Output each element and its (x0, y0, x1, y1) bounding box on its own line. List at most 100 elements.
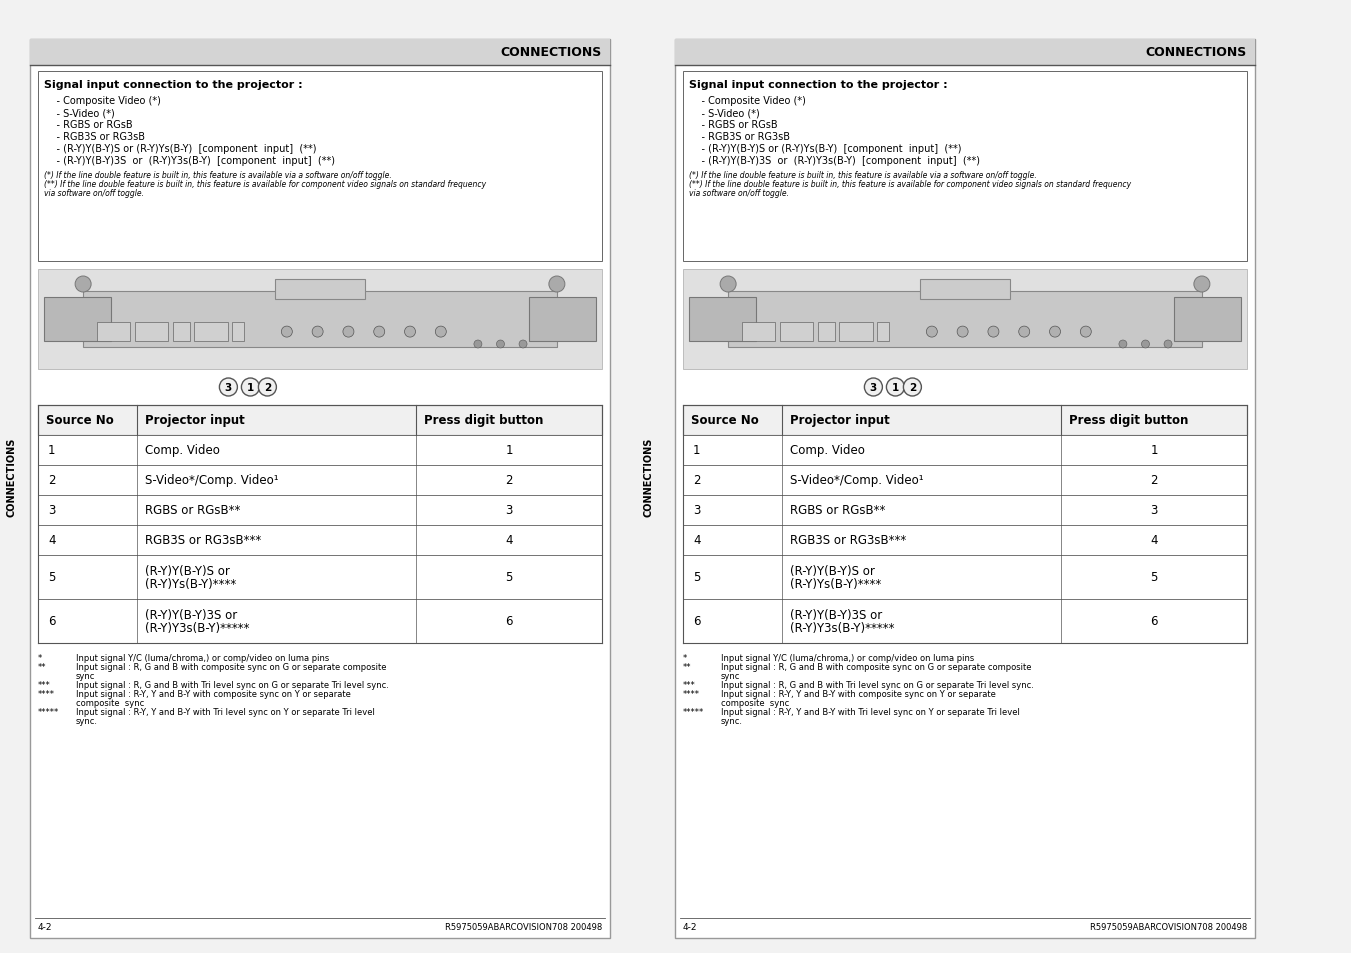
Text: 1: 1 (693, 444, 701, 457)
Bar (742, 322, 775, 342)
Circle shape (1019, 327, 1029, 337)
Text: Input signal : R-Y, Y and B-Y with Tri level sync on Y or separate Tri level: Input signal : R-Y, Y and B-Y with Tri l… (721, 707, 1020, 717)
Bar (38, 406, 603, 436)
Text: ****: **** (38, 689, 55, 699)
Bar (195, 322, 227, 342)
Text: - RGBS or RGsB: - RGBS or RGsB (689, 120, 778, 130)
Text: 2: 2 (693, 474, 701, 487)
Text: sync.: sync. (721, 717, 743, 725)
Text: 3: 3 (870, 382, 877, 393)
Bar (43, 297, 111, 341)
Bar (38, 599, 603, 643)
Circle shape (258, 378, 277, 396)
Bar (30, 40, 611, 938)
Text: *: * (684, 654, 688, 662)
Bar (689, 297, 757, 341)
Text: Projector input: Projector input (790, 414, 889, 427)
Text: 4: 4 (505, 534, 512, 547)
Text: - (R-Y)Y(B-Y)S or (R-Y)Ys(B-Y)  [component  input]  (**): - (R-Y)Y(B-Y)S or (R-Y)Ys(B-Y) [componen… (689, 144, 962, 153)
Text: CONNECTIONS: CONNECTIONS (1146, 47, 1247, 59)
Text: 3: 3 (49, 504, 55, 517)
Text: 4: 4 (1150, 534, 1158, 547)
Circle shape (281, 327, 292, 337)
Bar (38, 436, 603, 465)
Text: Press digit button: Press digit button (1069, 414, 1189, 427)
Text: 5: 5 (505, 571, 512, 584)
Text: Signal input connection to the projector :: Signal input connection to the projector… (689, 80, 947, 90)
Bar (1174, 297, 1242, 341)
Circle shape (549, 276, 565, 293)
Text: Signal input connection to the projector :: Signal input connection to the projector… (45, 80, 303, 90)
Text: Source No: Source No (46, 414, 113, 427)
Circle shape (904, 378, 921, 396)
Text: - RGB3S or RG3sB: - RGB3S or RG3sB (45, 132, 145, 142)
Text: 2: 2 (49, 474, 55, 487)
Text: sync: sync (76, 671, 96, 680)
Bar (684, 525, 1247, 556)
Text: (R-Y)Ys(B-Y)****: (R-Y)Ys(B-Y)**** (790, 578, 881, 590)
Text: 1: 1 (505, 444, 512, 457)
Text: (R-Y)Y3s(B-Y)*****: (R-Y)Y3s(B-Y)***** (790, 621, 894, 635)
Bar (684, 599, 1247, 643)
Text: Input signal : R, G and B with Tri level sync on G or separate Tri level sync.: Input signal : R, G and B with Tri level… (76, 680, 389, 689)
Text: Input signal Y/C (luma/chroma,) or comp/video on luma pins: Input signal Y/C (luma/chroma,) or comp/… (76, 654, 330, 662)
Bar (684, 406, 1247, 436)
Text: ***: *** (684, 680, 696, 689)
Text: RGB3S or RG3sB***: RGB3S or RG3sB*** (145, 534, 261, 547)
Bar (676, 40, 1255, 938)
Text: 4-2: 4-2 (684, 923, 697, 931)
Text: RGBS or RGsB**: RGBS or RGsB** (790, 504, 885, 517)
Bar (839, 322, 873, 342)
Text: 3: 3 (693, 504, 700, 517)
Text: Press digit button: Press digit button (424, 414, 543, 427)
Circle shape (312, 327, 323, 337)
Bar (232, 322, 245, 342)
Text: 5: 5 (693, 571, 700, 584)
Bar (920, 280, 1011, 299)
Text: 6: 6 (49, 615, 55, 628)
Text: - (R-Y)Y(B-Y)3S  or  (R-Y)Y3s(B-Y)  [component  input]  (**): - (R-Y)Y(B-Y)3S or (R-Y)Y3s(B-Y) [compon… (689, 156, 979, 166)
Bar (84, 292, 557, 348)
Circle shape (519, 340, 527, 349)
Bar (38, 496, 603, 525)
Text: (R-Y)Ys(B-Y)****: (R-Y)Ys(B-Y)**** (145, 578, 236, 590)
Circle shape (865, 378, 882, 396)
Text: 3: 3 (1150, 504, 1158, 517)
Text: 2: 2 (909, 382, 916, 393)
Bar (728, 292, 1202, 348)
Bar (173, 322, 189, 342)
Bar (30, 40, 611, 66)
Bar (38, 465, 603, 496)
Text: 4: 4 (49, 534, 55, 547)
Circle shape (1142, 340, 1150, 349)
Text: 6: 6 (505, 615, 512, 628)
Circle shape (343, 327, 354, 337)
Text: Input signal : R, G and B with Tri level sync on G or separate Tri level sync.: Input signal : R, G and B with Tri level… (721, 680, 1034, 689)
Text: R5975059ABARCOVISION708 200498: R5975059ABARCOVISION708 200498 (444, 923, 603, 931)
Circle shape (720, 276, 736, 293)
Text: Projector input: Projector input (145, 414, 245, 427)
Text: (**) If the line double feature is built in, this feature is available for compo: (**) If the line double feature is built… (689, 180, 1131, 189)
Circle shape (404, 327, 416, 337)
Bar (38, 525, 603, 556)
Text: - RGB3S or RG3sB: - RGB3S or RG3sB (689, 132, 790, 142)
Text: - S-Video (*): - S-Video (*) (689, 108, 759, 118)
Text: - Composite Video (*): - Composite Video (*) (689, 96, 807, 106)
Bar (38, 270, 603, 370)
Text: Comp. Video: Comp. Video (145, 444, 220, 457)
Bar (135, 322, 169, 342)
Text: S-Video*/Comp. Video¹: S-Video*/Comp. Video¹ (790, 474, 923, 487)
Circle shape (496, 340, 504, 349)
Text: **: ** (684, 662, 692, 671)
Text: via software on/off toggle.: via software on/off toggle. (689, 189, 789, 198)
Bar (684, 71, 1247, 262)
Circle shape (988, 327, 998, 337)
Text: 6: 6 (1150, 615, 1158, 628)
Text: (R-Y)Y(B-Y)3S or: (R-Y)Y(B-Y)3S or (790, 608, 882, 621)
Text: composite  sync: composite sync (76, 699, 145, 707)
Bar (819, 322, 835, 342)
Text: RGBS or RGsB**: RGBS or RGsB** (145, 504, 240, 517)
Text: R5975059ABARCOVISION708 200498: R5975059ABARCOVISION708 200498 (1090, 923, 1247, 931)
Text: ***: *** (38, 680, 51, 689)
Text: Comp. Video: Comp. Video (790, 444, 865, 457)
